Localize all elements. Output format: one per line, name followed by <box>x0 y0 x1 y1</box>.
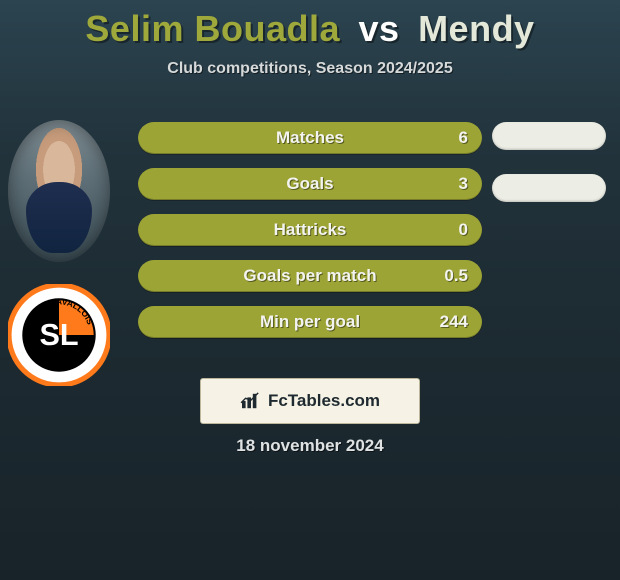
stat-right-value: 6 <box>459 122 468 154</box>
player-photo <box>8 120 110 262</box>
blank-pill <box>492 122 606 150</box>
bar-chart-icon <box>240 392 262 410</box>
stat-row-hattricks: Hattricks 0 <box>138 214 482 246</box>
title-vs: vs <box>359 8 400 49</box>
stat-right-value: 0 <box>459 214 468 246</box>
stat-right-value: 0.5 <box>444 260 468 292</box>
right-pill-column <box>492 122 606 226</box>
stat-label: Goals per match <box>138 260 482 292</box>
stat-label: Min per goal <box>138 306 482 338</box>
stats-panel: Matches 6 Goals 3 Hattricks 0 Goals per … <box>138 122 482 352</box>
source-badge: FcTables.com <box>200 378 420 424</box>
stat-right-value: 244 <box>440 306 468 338</box>
footer-date: 18 november 2024 <box>0 436 620 456</box>
stat-row-goals-per-match: Goals per match 0.5 <box>138 260 482 292</box>
blank-pill <box>492 174 606 202</box>
stat-row-goals: Goals 3 <box>138 168 482 200</box>
stat-label: Hattricks <box>138 214 482 246</box>
title-player2: Mendy <box>418 8 535 49</box>
avatars-column: SL STADE LAVALLOIS <box>8 120 118 386</box>
club-badge-short: SL <box>39 318 78 352</box>
club-badge: SL STADE LAVALLOIS <box>8 284 110 386</box>
stat-label: Matches <box>138 122 482 154</box>
club-badge-icon: SL STADE LAVALLOIS <box>8 284 110 386</box>
stat-right-value: 3 <box>459 168 468 200</box>
stat-label: Goals <box>138 168 482 200</box>
source-label: FcTables.com <box>268 391 380 411</box>
stat-row-matches: Matches 6 <box>138 122 482 154</box>
title-player1: Selim Bouadla <box>85 8 340 49</box>
subtitle: Club competitions, Season 2024/2025 <box>0 60 620 78</box>
stat-row-min-per-goal: Min per goal 244 <box>138 306 482 338</box>
page-title: Selim Bouadla vs Mendy <box>0 0 620 50</box>
